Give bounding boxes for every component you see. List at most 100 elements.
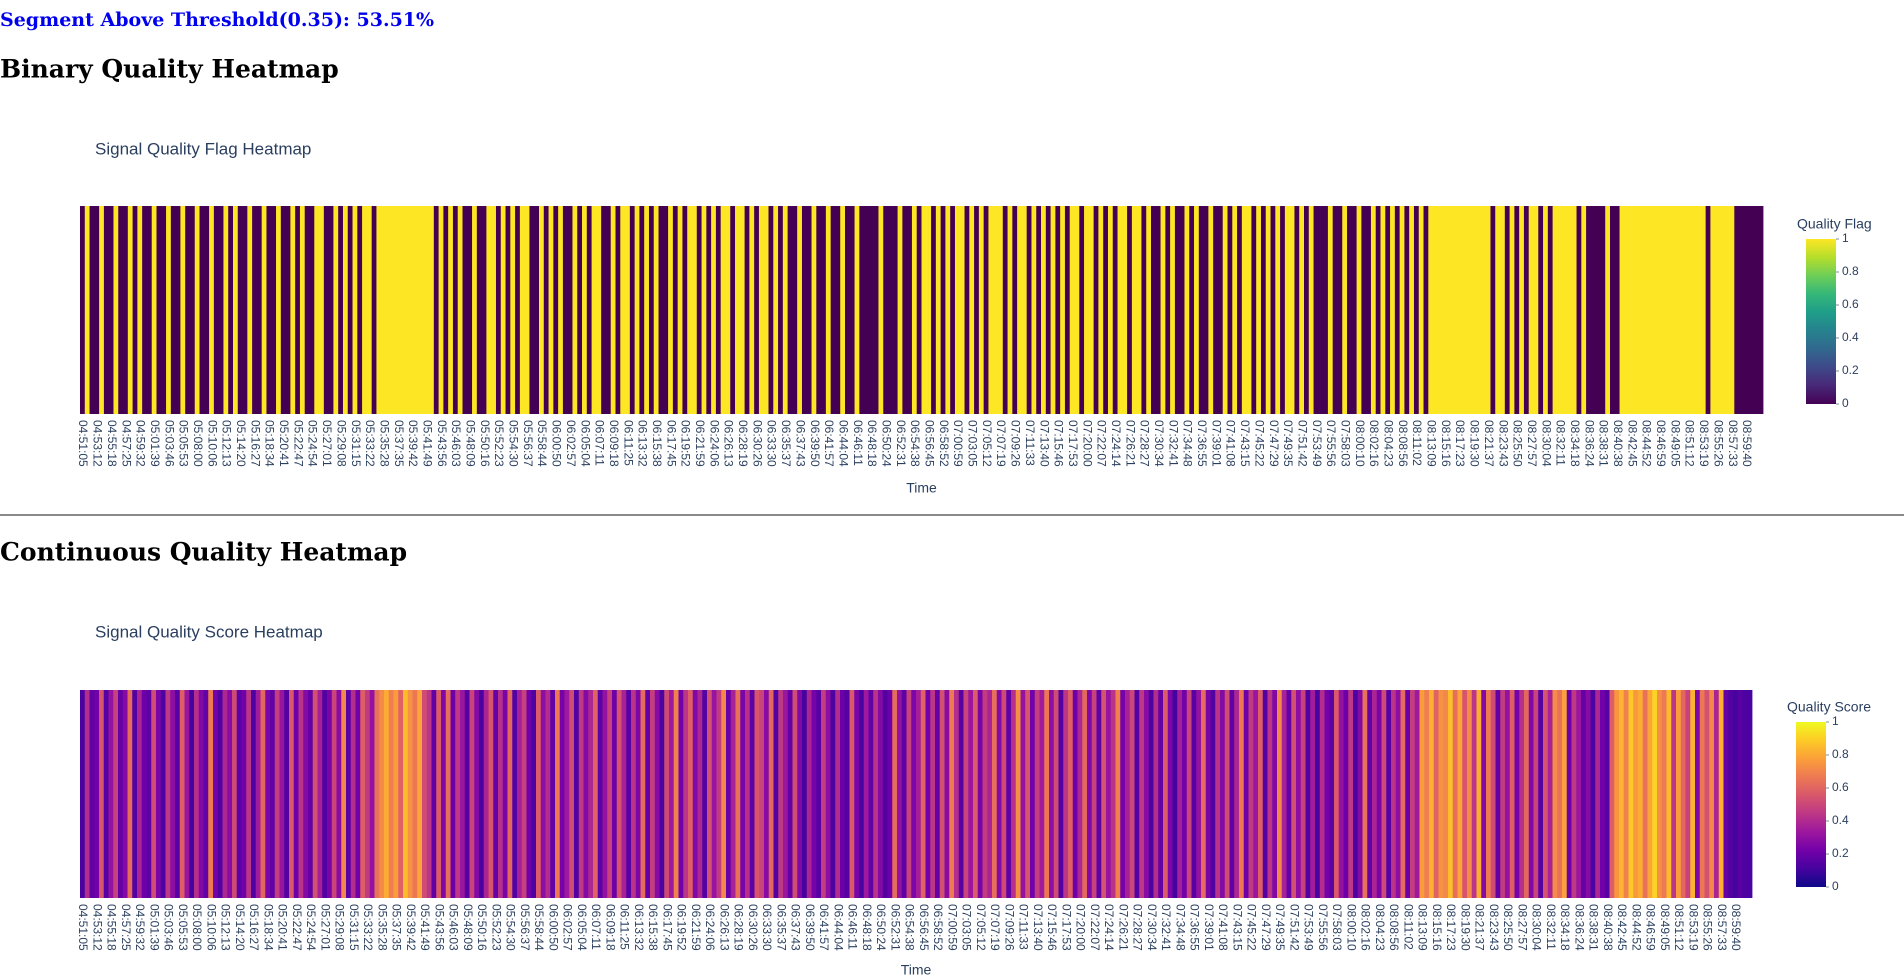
heatmap-cell (768, 206, 774, 414)
heatmap-cell (1743, 206, 1750, 414)
heatmap-cell (412, 690, 418, 898)
x-tick-label: 08:42:45 (1625, 420, 1639, 467)
x-tick-label: 06:37:43 (789, 904, 803, 951)
heatmap-cell (223, 206, 229, 414)
heatmap-cell (721, 690, 727, 898)
heatmap-cell (754, 206, 760, 414)
x-tick-label: 08:36:24 (1572, 904, 1586, 951)
x-tick-label: 08:38:31 (1597, 420, 1611, 467)
x-tick-label: 05:29:08 (333, 904, 347, 951)
heatmap-cell (873, 690, 879, 898)
heatmap-cell (233, 206, 239, 414)
heatmap-cell (319, 206, 325, 414)
heatmap-cell (445, 690, 451, 898)
x-tick-label: 06:26:13 (722, 420, 736, 467)
heatmap-cell (1329, 690, 1335, 898)
x-tick-label: 05:33:22 (361, 904, 375, 951)
heatmap-cell (1509, 206, 1515, 414)
heatmap-cell (1201, 690, 1207, 898)
heatmap-cell (1074, 206, 1080, 414)
heatmap-cell (1552, 690, 1558, 898)
heatmap-cell (1172, 690, 1178, 898)
heatmap-cell (701, 206, 707, 414)
heatmap-cell (376, 206, 382, 414)
heatmap-cell (1020, 690, 1026, 898)
heatmap-cell (959, 206, 965, 414)
heatmap-cells (80, 690, 1753, 898)
x-tick-label: 05:10:06 (205, 420, 219, 467)
heatmap-cell (1174, 206, 1181, 414)
heatmap-cell (1318, 206, 1324, 414)
heatmap-cell (648, 206, 655, 414)
heatmap-cell (388, 690, 394, 898)
heatmap-cell (677, 206, 683, 414)
x-tick-label: 05:54:30 (504, 904, 518, 951)
heatmap-cell (806, 206, 812, 414)
heatmap-cell (409, 206, 416, 414)
heatmap-cell (151, 206, 157, 414)
x-tick-label: 07:09:26 (1002, 904, 1016, 951)
heatmap-cell (161, 206, 167, 414)
heatmap-cell (588, 690, 594, 898)
heatmap-cell (1239, 690, 1245, 898)
heatmap-cell (564, 690, 570, 898)
heatmap-cell (381, 206, 387, 414)
heatmap-cell (1514, 690, 1520, 898)
heatmap-cell (1485, 206, 1491, 414)
heatmap-cell (1217, 206, 1224, 414)
heatmap-cell (1714, 690, 1720, 898)
heatmap-cell (1034, 690, 1040, 898)
heatmap-cell (1270, 206, 1276, 414)
heatmap-cell (395, 206, 401, 414)
heatmap-cell (236, 690, 242, 898)
heatmap-cell (241, 690, 247, 898)
heatmap-cell (481, 206, 487, 414)
heatmap-cell (1177, 690, 1183, 898)
x-tick-label: 05:35:28 (375, 904, 389, 951)
heatmap-cell (1030, 690, 1036, 898)
x-tick-label: 05:43:56 (435, 420, 449, 467)
heatmap-cell (1232, 206, 1238, 414)
heatmap-cell (1106, 690, 1112, 898)
x-tick-label: 07:30:34 (1145, 904, 1159, 951)
section-heading: Binary Quality Heatmap (0, 55, 339, 84)
heatmap-cell (821, 690, 827, 898)
heatmap-cell (854, 690, 860, 898)
heatmap-cell (218, 206, 224, 414)
heatmap-cell (1676, 690, 1682, 898)
heatmap-cell (1260, 206, 1267, 414)
x-tick-label: 06:02:57 (564, 420, 578, 467)
heatmap-cell (1719, 206, 1726, 414)
heatmap-cell (658, 206, 664, 414)
heatmap-cell (1134, 690, 1140, 898)
heatmap-cell (920, 690, 926, 898)
x-tick-label: 04:51:05 (76, 420, 90, 467)
heatmap-cell (1093, 206, 1099, 414)
heatmap-cell (256, 206, 263, 414)
heatmap-cell (1686, 206, 1692, 414)
x-tick-label: 05:05:53 (177, 420, 191, 467)
heatmap-cell (1170, 206, 1176, 414)
heatmap-cell (782, 206, 789, 414)
heatmap-cell (400, 206, 406, 414)
heatmap-cell (787, 690, 793, 898)
heatmap-cell (1131, 206, 1138, 414)
x-tick-label: 05:08:00 (190, 904, 204, 951)
heatmap-cell (1304, 206, 1310, 414)
heatmap-cell (673, 690, 679, 898)
x-tick-label: 05:41:49 (420, 420, 434, 467)
x-tick-label: 04:53:12 (91, 420, 105, 467)
heatmap-cell (654, 690, 660, 898)
x-tick-label: 07:36:55 (1188, 904, 1202, 951)
heatmap-cell (1524, 690, 1530, 898)
x-tick-label: 08:23:43 (1487, 904, 1501, 951)
heatmap-cell (355, 690, 361, 898)
heatmap-cell (935, 206, 942, 414)
x-tick-label: 06:33:30 (765, 420, 779, 467)
heatmap-cell (577, 206, 583, 414)
heatmap-cell (787, 206, 793, 414)
heatmap-cell (1286, 690, 1292, 898)
x-tick-label: 05:08:00 (191, 420, 205, 467)
heatmap-cell (711, 690, 717, 898)
